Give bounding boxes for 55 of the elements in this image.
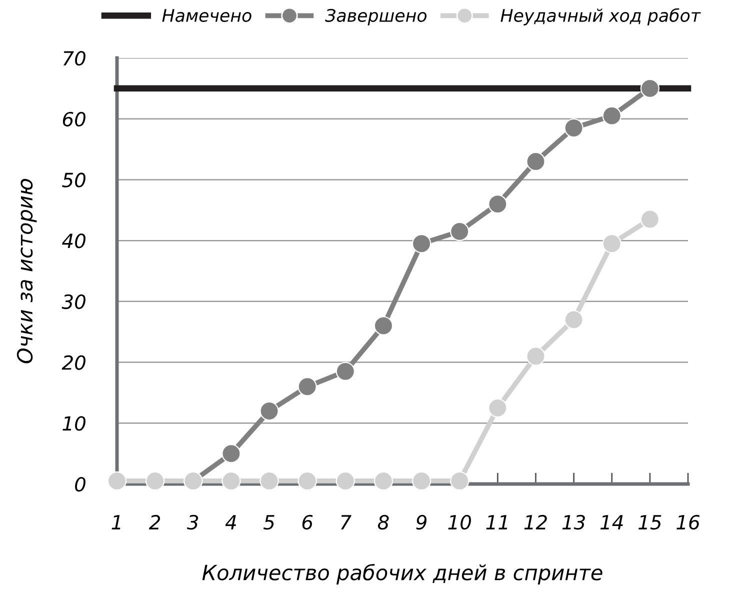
x-tick-label: 12 bbox=[524, 514, 547, 530]
y-tick-label: 50 bbox=[62, 172, 86, 188]
x-tick-label: 9 bbox=[416, 514, 427, 530]
point bbox=[412, 234, 432, 254]
point bbox=[450, 222, 470, 242]
x-axis-title: Количество рабочих дней в спринте bbox=[202, 564, 602, 584]
x-tick-label: 5 bbox=[263, 515, 274, 530]
x-tick-label: 8 bbox=[378, 514, 389, 530]
point bbox=[640, 78, 660, 98]
point bbox=[298, 471, 317, 491]
y-tick-label: 40 bbox=[62, 234, 86, 248]
point bbox=[412, 471, 432, 491]
legend-label: Неудачный ход работ bbox=[500, 8, 701, 26]
y-tick-label: 60 bbox=[62, 112, 86, 127]
point bbox=[145, 471, 165, 491]
x-tick-label: 4 bbox=[225, 515, 236, 530]
point bbox=[336, 471, 355, 491]
point bbox=[222, 471, 241, 491]
point bbox=[488, 194, 508, 214]
point bbox=[374, 316, 394, 336]
y-tick-label: 20 bbox=[62, 355, 86, 370]
point bbox=[602, 106, 622, 126]
point bbox=[526, 346, 546, 366]
x-tick-label: 3 bbox=[186, 514, 198, 530]
x-tick-label: 2 bbox=[148, 514, 160, 530]
point bbox=[488, 398, 508, 418]
point bbox=[602, 234, 622, 254]
point bbox=[260, 471, 279, 491]
point bbox=[374, 471, 394, 491]
point bbox=[450, 471, 470, 491]
point bbox=[336, 362, 355, 381]
y-tick-label: 30 bbox=[62, 294, 86, 310]
legend-label: Завершено bbox=[325, 8, 427, 26]
point bbox=[298, 377, 317, 396]
x-tick-label: 11 bbox=[486, 515, 508, 530]
point bbox=[526, 152, 546, 172]
x-tick-label: 14 bbox=[600, 515, 623, 530]
point bbox=[222, 444, 241, 464]
point bbox=[564, 118, 584, 138]
x-tick-label: 16 bbox=[676, 514, 700, 530]
point bbox=[260, 401, 279, 421]
y-tick-label: 0 bbox=[75, 476, 86, 492]
legend-label: Намечено bbox=[162, 9, 252, 22]
point bbox=[564, 310, 584, 330]
point bbox=[107, 471, 127, 491]
x-tick-label: 7 bbox=[341, 515, 352, 530]
x-tick-label: 10 bbox=[448, 514, 471, 530]
x-tick-label: 13 bbox=[562, 514, 585, 530]
y-tick-label: 10 bbox=[62, 416, 86, 431]
x-tick-label: 1 bbox=[112, 515, 120, 530]
x-tick-label: 6 bbox=[302, 514, 313, 530]
point bbox=[640, 210, 660, 229]
y-tick-label: 70 bbox=[64, 50, 86, 66]
y-axis-title: Очки за историю bbox=[16, 178, 37, 364]
x-tick-label: 15 bbox=[638, 515, 662, 530]
